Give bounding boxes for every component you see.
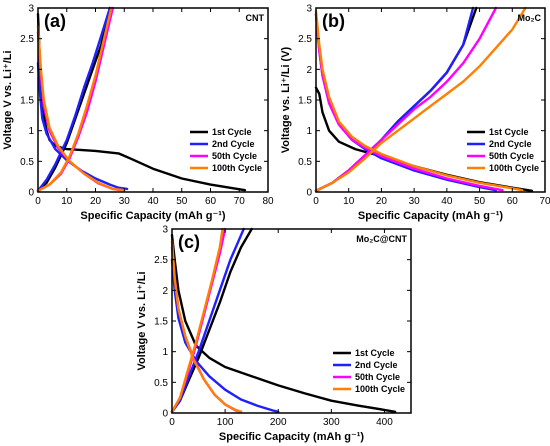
- sample-label: Mo₂C@CNT: [356, 234, 407, 244]
- series-line-2-charge: [170, 227, 245, 413]
- y-tick-label: 1: [162, 347, 168, 358]
- series-line-3-discharge: [36, 31, 123, 192]
- series-line-4-discharge: [314, 9, 524, 192]
- legend: 1st Cycle 2nd Cycle 50th Cycle 100th Cycle: [190, 127, 262, 173]
- x-tick-label: 10: [343, 196, 355, 207]
- x-tick-label: 40: [441, 196, 453, 207]
- y-tick-label: 3: [306, 4, 312, 15]
- legend-label-1: 1st Cycle: [355, 348, 395, 358]
- y-tick-label: 1: [28, 126, 34, 137]
- y-tick-label: 0.5: [20, 157, 34, 168]
- legend-label-3: 50th Cycle: [355, 372, 400, 382]
- y-tick-label: 0: [28, 188, 34, 199]
- y-tick-label: 1.5: [20, 96, 34, 107]
- y-tick-label: 0: [306, 188, 312, 199]
- x-tick-label: 50: [176, 196, 188, 207]
- chart-panel-1: 0 10 20 30 40 50 60 70 80 0 0.5 1 1.5 2 2.5 3 Specific C…: [2, 4, 274, 223]
- x-axis-label: Specific Capacity (mAh g⁻¹): [219, 431, 365, 443]
- series-group: [36, 6, 247, 192]
- legend: 1st Cycle 2nd Cycle 50th Cycle 100th Cycle: [467, 127, 539, 173]
- y-tick-label: 1.5: [154, 317, 168, 328]
- series-line-2-discharge: [170, 258, 280, 413]
- x-tick-label: 30: [409, 196, 421, 207]
- legend-label-2: 2nd Cycle: [355, 360, 398, 370]
- y-tick-label: 0.5: [154, 378, 168, 389]
- series-line-4-discharge: [36, 25, 126, 192]
- y-axis-label: Voltage V vs. Li⁺/Li: [2, 50, 14, 149]
- series-line-1-discharge: [170, 233, 397, 413]
- y-tick-label: 2.5: [298, 34, 312, 45]
- sample-label: CNT: [246, 13, 265, 23]
- x-tick-label: 0: [313, 196, 319, 207]
- legend-label-4: 100th Cycle: [212, 163, 262, 173]
- legend-label-2: 2nd Cycle: [489, 139, 532, 149]
- y-tick-label: 2: [28, 65, 34, 76]
- y-axis-label: Voltage V vs. Li⁺/Li: [136, 271, 148, 370]
- x-tick-label: 50: [474, 196, 486, 207]
- y-tick-label: 3: [28, 4, 34, 15]
- sample-label: Mo₂C: [518, 13, 542, 23]
- y-tick-label: 2: [306, 65, 312, 76]
- x-tick-label: 80: [262, 196, 274, 207]
- series-line-4-charge: [314, 6, 527, 192]
- legend-label-3: 50th Cycle: [489, 151, 534, 161]
- y-tick-label: 0.5: [298, 157, 312, 168]
- x-tick-label: 60: [507, 196, 519, 207]
- series-line-4-discharge: [170, 240, 243, 413]
- legend-label-2: 2nd Cycle: [212, 139, 255, 149]
- y-tick-label: 0: [162, 409, 168, 420]
- legend-label-1: 1st Cycle: [489, 127, 529, 137]
- legend-label-4: 100th Cycle: [355, 384, 405, 394]
- x-tick-label: 30: [119, 196, 131, 207]
- panel-label: (a): [44, 11, 66, 31]
- y-tick-label: 2.5: [154, 255, 168, 266]
- x-tick-label: 200: [270, 417, 287, 428]
- legend-label-3: 50th Cycle: [212, 151, 257, 161]
- series-line-2-charge: [36, 6, 112, 192]
- legend-label-4: 100th Cycle: [489, 163, 539, 173]
- y-tick-label: 2.5: [20, 34, 34, 45]
- panel-label: (b): [322, 11, 345, 31]
- x-tick-label: 10: [61, 196, 73, 207]
- y-tick-label: 2: [162, 286, 168, 297]
- x-tick-label: 0: [35, 196, 41, 207]
- y-axis-label: Voltage vs. Li⁺/Li (V): [280, 46, 292, 153]
- x-tick-label: 300: [323, 417, 340, 428]
- x-axis-label: Specific Capacity (mAh g⁻¹): [80, 210, 226, 222]
- series-group: [170, 227, 397, 413]
- chart-panel-3: 0 100 200 300 400 0 0.5 1 1.5 2 2.5 3 Specific Capac…: [136, 225, 412, 443]
- y-tick-label: 3: [162, 225, 168, 236]
- x-tick-label: 20: [376, 196, 388, 207]
- x-tick-label: 400: [376, 417, 393, 428]
- series-line-4-charge: [36, 6, 113, 192]
- x-tick-label: 70: [539, 196, 550, 207]
- panel-label: (c): [178, 232, 200, 252]
- x-tick-label: 70: [234, 196, 246, 207]
- x-tick-label: 60: [205, 196, 217, 207]
- x-tick-label: 20: [90, 196, 102, 207]
- x-tick-label: 100: [217, 417, 234, 428]
- series-line-1-charge: [36, 6, 112, 192]
- chart-panel-2: 0 10 20 30 40 50 60 70 0 0.5 1 1.5 2 2.5 3 Specific Cap…: [280, 4, 550, 223]
- legend: 1st Cycle 2nd Cycle 50th Cycle 100th Cycle: [333, 348, 405, 394]
- x-tick-label: 0: [169, 417, 175, 428]
- y-tick-label: 1: [306, 126, 312, 137]
- legend-label-1: 1st Cycle: [212, 127, 252, 137]
- series-line-3-charge: [314, 6, 498, 192]
- x-tick-label: 40: [147, 196, 159, 207]
- series-line-4-charge: [170, 227, 224, 413]
- y-tick-label: 1.5: [298, 96, 312, 107]
- x-axis-label: Specific Capacity (mAh g⁻¹): [358, 210, 504, 222]
- series-group: [314, 6, 534, 192]
